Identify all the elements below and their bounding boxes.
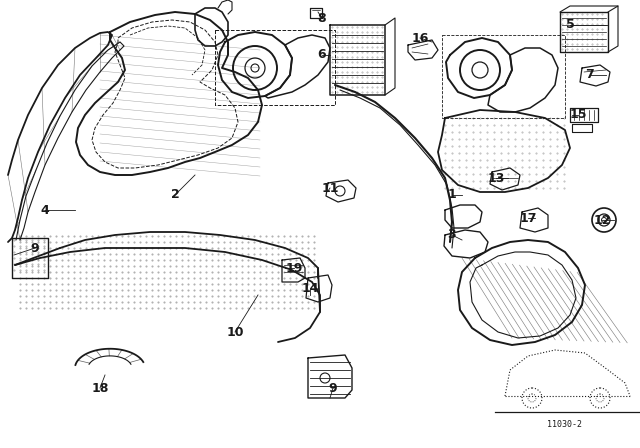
Text: 11030-2: 11030-2	[547, 420, 582, 429]
Text: 4: 4	[40, 203, 49, 216]
Text: 19: 19	[285, 262, 303, 275]
Text: 17: 17	[519, 211, 537, 224]
Text: 12: 12	[593, 214, 611, 227]
Text: 8: 8	[317, 12, 326, 25]
Text: 10: 10	[227, 326, 244, 339]
Text: 14: 14	[301, 281, 319, 294]
Text: 9: 9	[31, 241, 39, 254]
Text: 15: 15	[569, 108, 587, 121]
Text: 13: 13	[487, 172, 505, 185]
Text: 6: 6	[317, 48, 326, 61]
Text: 7: 7	[586, 69, 595, 82]
Text: 18: 18	[92, 382, 109, 395]
Text: 16: 16	[412, 31, 429, 44]
Text: 5: 5	[566, 18, 574, 31]
Text: 3: 3	[448, 228, 456, 241]
Text: 1: 1	[447, 189, 456, 202]
Text: 11: 11	[321, 181, 339, 194]
Text: 2: 2	[171, 189, 179, 202]
Text: 9: 9	[329, 382, 337, 395]
